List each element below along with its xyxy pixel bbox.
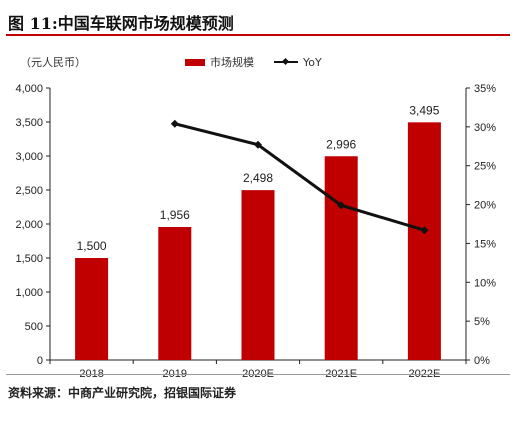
yoy-point — [420, 226, 429, 235]
legend-bar-label: 市场规模 — [210, 56, 254, 69]
legend-line-label: YoY — [303, 55, 322, 69]
yoy-point — [254, 140, 262, 149]
bar — [407, 122, 441, 360]
y-right-tick-label: 0% — [474, 355, 490, 367]
title-block: 图 11:中国车联网市场规模预测 — [6, 6, 510, 36]
y-left-tick-label: 2,500 — [15, 185, 43, 197]
title-rule — [6, 34, 510, 36]
legend: 市场规模 YoY — [185, 54, 322, 70]
legend-line-swatch — [274, 57, 298, 67]
unit-label: （元人民币） — [20, 56, 86, 69]
bar-data-label: 1,956 — [160, 208, 190, 222]
y-right-tick-label: 20% — [474, 200, 496, 212]
y-right-tick-label: 30% — [474, 122, 496, 134]
bar — [241, 190, 275, 360]
source-note: 资料来源：中商产业研究院，招银国际证券 — [8, 386, 237, 400]
bar — [75, 258, 109, 360]
y-left-tick-label: 500 — [25, 321, 43, 333]
yoy-point — [170, 119, 179, 128]
yoy-point — [337, 201, 346, 210]
legend-bar-swatch — [185, 58, 205, 66]
bar-data-label: 1,500 — [77, 239, 107, 253]
y-right-tick-label: 35% — [474, 83, 496, 95]
source-rule — [6, 374, 510, 375]
y-left-tick-label: 0 — [37, 355, 43, 367]
chart-title: 图 11:中国车联网市场规模预测 — [8, 14, 234, 33]
y-right-tick-label: 10% — [474, 277, 496, 289]
y-left-tick-label: 1,500 — [15, 253, 43, 265]
yoy-line — [174, 122, 425, 232]
y-left-tick-label: 3,000 — [15, 151, 43, 163]
bar — [324, 156, 358, 360]
y-right-tick-label: 15% — [474, 238, 496, 250]
y-left-tick-label: 2,000 — [15, 219, 43, 231]
y-right-tick-label: 5% — [474, 316, 490, 328]
y-left-tick-label: 1,000 — [15, 287, 43, 299]
y-right-tick-label: 25% — [474, 161, 496, 173]
bar-data-label: 3,495 — [409, 103, 439, 117]
y-left-tick-label: 3,500 — [15, 117, 43, 129]
bar-data-label: 2,498 — [243, 171, 273, 185]
bar — [158, 226, 192, 360]
bar-data-label: 2,996 — [326, 137, 356, 151]
y-left-tick-label: 4,000 — [15, 83, 43, 95]
